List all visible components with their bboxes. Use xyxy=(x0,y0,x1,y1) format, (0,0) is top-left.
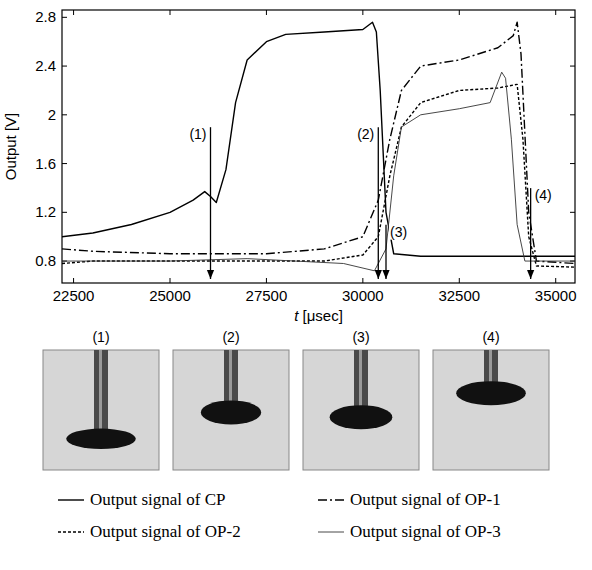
x-tick xyxy=(73,10,74,15)
needle-highlight xyxy=(229,350,232,402)
x-tick xyxy=(362,278,363,283)
image-label: (3) xyxy=(352,329,369,345)
annotation-arrow xyxy=(210,127,211,279)
legend-label: Output signal of OP-3 xyxy=(350,522,501,541)
y-tick-label: 1.6 xyxy=(35,155,56,172)
x-tick xyxy=(170,10,171,15)
x-tick xyxy=(459,10,460,15)
y-tick-label: 1.2 xyxy=(35,203,56,220)
image-label: (1) xyxy=(92,329,109,345)
plot-frame xyxy=(62,10,575,283)
legend-label: Output signal of OP-2 xyxy=(90,522,241,541)
needle xyxy=(224,350,238,404)
y-tick xyxy=(570,212,575,213)
y-tick xyxy=(570,17,575,18)
x-tick xyxy=(266,10,267,15)
image-panel xyxy=(43,350,159,470)
legend-swatch xyxy=(318,532,344,533)
y-tick xyxy=(570,66,575,67)
series-line xyxy=(62,22,575,256)
y-tick xyxy=(62,114,67,115)
legend-swatch xyxy=(318,499,344,500)
x-tick xyxy=(266,278,267,283)
x-tick xyxy=(362,10,363,15)
x-tick xyxy=(555,10,556,15)
annotation-label-bg xyxy=(188,126,207,142)
x-tick xyxy=(459,278,460,283)
y-tick xyxy=(62,163,67,164)
needle-highlight xyxy=(359,350,362,407)
y-tick xyxy=(570,114,575,115)
annotation-label: (1) xyxy=(189,126,206,142)
droplet xyxy=(66,429,136,449)
y-tick xyxy=(62,66,67,67)
needle xyxy=(94,350,108,433)
y-tick-label: 2.4 xyxy=(35,57,56,74)
legend-label: Output signal of OP-1 xyxy=(350,490,501,509)
figure: 22500 25000 27500 30000 32500 35000 0.8 1.2 1.6 2… xyxy=(0,0,592,570)
annotation-label-bg xyxy=(534,187,553,203)
image-panel xyxy=(303,350,419,470)
x-tick xyxy=(73,278,74,283)
plot-lines xyxy=(62,22,575,271)
x-tick-label: 32500 xyxy=(438,287,480,304)
image-label: (4) xyxy=(482,329,499,345)
annotation-label-bg xyxy=(389,224,408,240)
y-tick xyxy=(570,163,575,164)
needle-highlight xyxy=(99,350,102,431)
y-tick-label: 0.8 xyxy=(35,252,56,269)
x-tick-label: 30000 xyxy=(342,287,384,304)
legend-label: Output signal of CP xyxy=(90,490,226,509)
x-tick-label: 27500 xyxy=(246,287,288,304)
droplet xyxy=(330,405,393,429)
y-tick xyxy=(62,17,67,18)
annotation-arrow xyxy=(385,225,386,279)
annotation-label: (3) xyxy=(390,224,407,240)
droplet xyxy=(201,400,261,424)
annotation-label: (4) xyxy=(535,187,552,203)
needle xyxy=(484,350,498,385)
annotation-arrow xyxy=(378,127,379,279)
series-line xyxy=(62,22,575,263)
annotation-label-bg xyxy=(356,126,375,142)
annotation-arrow xyxy=(530,188,531,279)
needle xyxy=(354,350,368,409)
x-tick-label: 22500 xyxy=(53,287,95,304)
x-tick xyxy=(555,278,556,283)
series-line xyxy=(62,84,575,267)
x-tick-label: 25000 xyxy=(149,287,191,304)
droplet xyxy=(456,381,526,405)
y-tick-label: 2.8 xyxy=(35,8,56,25)
y-axis-title: Output [V] xyxy=(2,113,19,181)
image-panel xyxy=(173,350,289,470)
image-label: (2) xyxy=(222,329,239,345)
legend-swatch xyxy=(58,499,84,500)
x-axis-title: t [μsec] xyxy=(294,307,343,324)
y-tick-label: 2 xyxy=(48,106,56,123)
series-line xyxy=(62,72,575,271)
needle-highlight xyxy=(489,350,492,383)
annotation-label: (2) xyxy=(357,126,374,142)
x-tick xyxy=(170,278,171,283)
x-tick-label: 35000 xyxy=(535,287,577,304)
image-panel xyxy=(433,350,549,470)
y-tick xyxy=(62,212,67,213)
legend-swatch xyxy=(58,531,84,532)
